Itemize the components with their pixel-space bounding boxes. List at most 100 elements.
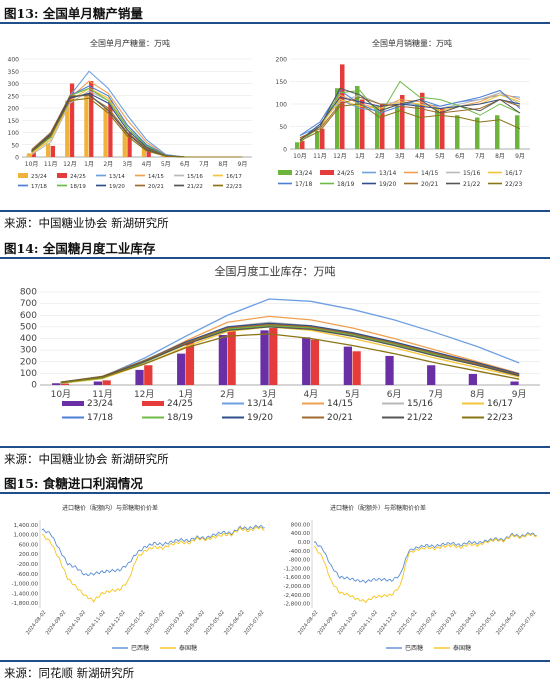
- line-series-21/22: [299, 87, 521, 141]
- y-tick-label: 1,000.00: [14, 533, 39, 539]
- line-series-巴西糖: [313, 531, 537, 584]
- bar-23/24: [122, 130, 127, 157]
- chart-title: 进口糖价（配额内）与郑糖期价价差: [62, 504, 158, 512]
- y-tick-label: 300: [8, 81, 20, 88]
- y-tick-label: -1,400.00: [12, 591, 39, 597]
- bar-23/24: [295, 142, 300, 149]
- legend-swatch-24/25: [142, 401, 164, 406]
- figure-13-source: 来源：中国糖业协会 新湖研究所: [4, 216, 169, 230]
- legend-label-15/16: 15/16: [463, 170, 480, 177]
- y-tick-label: 200: [20, 357, 37, 367]
- figure-15-title-bar: 图15: 食糖进口利润情况: [0, 470, 550, 494]
- figure-13-title-bar: 图13: 全国单月糖产销量: [0, 0, 550, 24]
- bar-23/24: [84, 93, 89, 157]
- legend-label-23/24: 23/24: [31, 174, 47, 180]
- x-tick-label: 2025-07-02: [515, 610, 538, 637]
- line-series-21/22: [60, 326, 520, 383]
- bar-23/24: [302, 337, 311, 385]
- legend-label-22/23: 22/23: [226, 184, 242, 190]
- figure-13-title: 图13: 全国单月糖产销量: [4, 6, 143, 21]
- bar-23/24: [427, 365, 436, 385]
- y-tick-label: 200: [276, 57, 288, 64]
- bar-23/24: [160, 155, 166, 157]
- x-tick-label: 12月: [134, 389, 154, 400]
- y-tick-label: -2,400.00: [284, 593, 311, 599]
- legend-label-16/17: 16/17: [226, 174, 242, 180]
- legend-label-20/21: 20/21: [327, 413, 353, 423]
- figure-14-title: 图14: 全国糖月度工业库存: [4, 241, 156, 256]
- y-tick-label: 600.00: [19, 542, 39, 548]
- legend-label-24/25: 24/25: [70, 174, 86, 180]
- legend-label-13/14: 13/14: [379, 170, 396, 177]
- figure-14-source: 来源：中国糖业协会 新湖研究所: [4, 452, 169, 466]
- bar-23/24: [26, 153, 32, 157]
- y-tick-label: 0: [15, 155, 19, 162]
- bar-23/24: [375, 106, 380, 149]
- y-tick-label: 150: [276, 79, 288, 86]
- bar-24/25: [185, 341, 195, 385]
- chart-title: 进口糖价（配额外）与郑糖期价价差: [330, 504, 426, 512]
- bar-24/25: [380, 104, 385, 149]
- legend-label-15/16: 15/16: [407, 399, 433, 409]
- line-series-20/21: [299, 96, 521, 139]
- line-series-20/21: [60, 323, 520, 383]
- y-tick-label: 800.00: [291, 522, 311, 528]
- chart-title: 全国单月产糖量：万吨: [90, 38, 170, 48]
- x-tick-label: 7月: [475, 153, 485, 160]
- bar-24/25: [108, 100, 113, 157]
- x-tick-label: 10月: [51, 389, 71, 400]
- line-series-19/20: [299, 96, 521, 141]
- bar-23/24: [395, 106, 400, 149]
- import-profit-in-quota-chart: 进口糖价（配额内）与郑糖期价价差 1,400.00 1,000.00 600.00 20…: [12, 504, 266, 652]
- bar-24/25: [227, 326, 236, 385]
- y-tick-label: 600: [20, 311, 37, 321]
- figure-15-title: 图15: 食糖进口利润情况: [4, 476, 143, 491]
- line-series-18/19: [299, 80, 521, 143]
- x-tick-label: 7月: [199, 161, 209, 168]
- y-tick-label: 250: [8, 93, 20, 100]
- bar-24/25: [310, 339, 320, 385]
- legend-swatch-23/24: [278, 170, 292, 175]
- bar-23/24: [65, 100, 70, 157]
- x-tick-label: 12月: [63, 161, 77, 168]
- x-tick-label: 4月: [142, 161, 152, 168]
- bar-23/24: [93, 381, 102, 385]
- x-tick-label: 6月: [455, 153, 465, 160]
- legend-label-14/15: 14/15: [327, 399, 353, 409]
- y-tick-label: 0.00: [298, 540, 311, 546]
- legend-label-23/24: 23/24: [295, 170, 312, 177]
- x-tick-label: 2月: [103, 161, 113, 168]
- line-series-18/19: [31, 87, 243, 158]
- y-tick-label: 200: [8, 106, 20, 113]
- y-tick-label: -1,000.00: [12, 582, 39, 588]
- y-tick-label: -1,600.00: [284, 575, 311, 581]
- bar-24/25: [144, 365, 153, 385]
- legend-label-16/17: 16/17: [487, 399, 513, 409]
- legend-label-13/14: 13/14: [109, 174, 125, 180]
- bar-23/24: [435, 108, 440, 149]
- bar-23/24: [495, 115, 500, 149]
- figure-13-source-bar: 来源：中国糖业协会 新湖研究所: [0, 210, 550, 230]
- sales-chart: 全国单月销糖量：万吨 0 50 100 150 200 10月 11月 12月 1月 2月 3月 4月 5…: [276, 38, 530, 188]
- x-tick-label: 10月: [25, 161, 39, 168]
- bar-24/25: [102, 380, 111, 385]
- x-tick-label: 8月: [218, 161, 228, 168]
- bar-23/24: [315, 131, 320, 149]
- legend-label-22/23: 22/23: [487, 413, 513, 423]
- bar-24/25: [360, 99, 365, 149]
- chart-title: 全国单月销糖量：万吨: [372, 38, 452, 48]
- legend-label-23/24: 23/24: [87, 399, 113, 409]
- legend-label-16/17: 16/17: [505, 170, 522, 177]
- bar-23/24: [415, 104, 420, 149]
- bar-24/25: [127, 132, 132, 157]
- bar-23/24: [177, 353, 186, 385]
- legend-label-巴西糖: 巴西糖: [131, 644, 149, 652]
- y-tick-label: 400: [20, 334, 37, 344]
- legend-label-20/21: 20/21: [148, 184, 164, 190]
- x-tick-label: 5月: [161, 161, 171, 168]
- legend-label-泰国糖: 泰国糖: [453, 644, 471, 652]
- x-tick-label: 8月: [470, 389, 485, 400]
- import-profit-out-quota-chart: 进口糖价（配额外）与郑糖期价价差 800.00 400.00 0.00 -400.00 -…: [284, 504, 538, 652]
- y-tick-label: -2,000.00: [284, 584, 311, 590]
- line-series-巴西糖: [41, 524, 265, 577]
